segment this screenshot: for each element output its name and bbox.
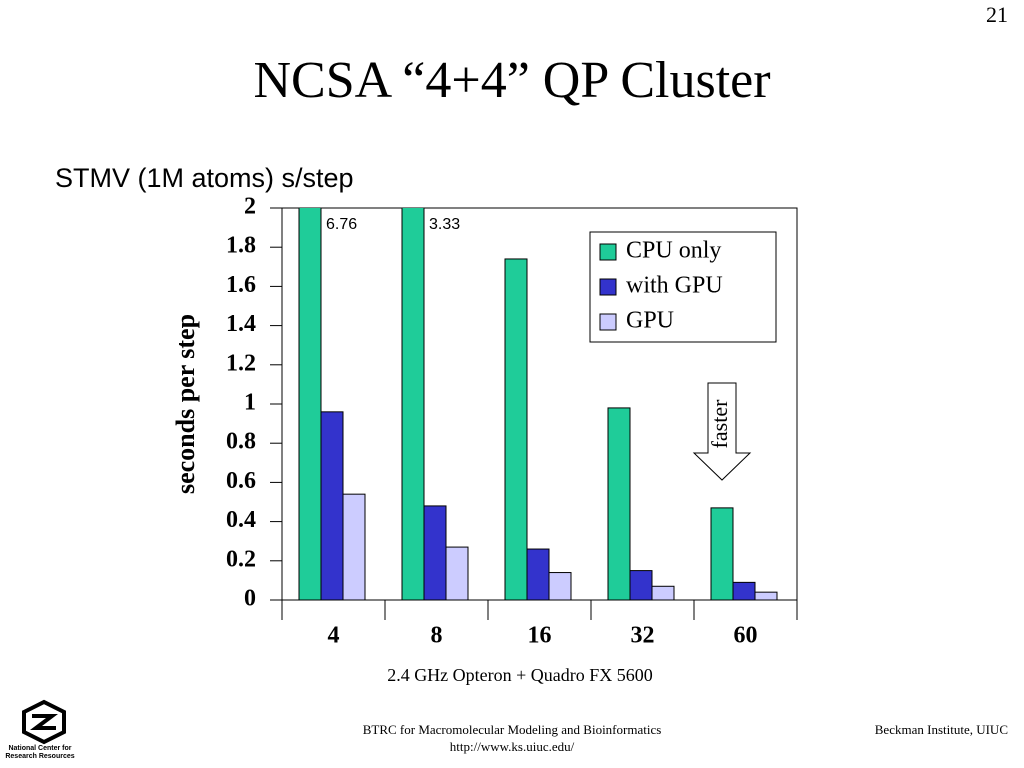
slide-title: NCSA “4+4” QP Cluster — [253, 52, 770, 109]
bar — [754, 591, 778, 601]
arrow-label: faster — [707, 399, 732, 449]
footer-text: BTRC for Macromolecular Modeling and Bio… — [363, 722, 662, 737]
footer-right: Beckman Institute, UIUC — [875, 722, 1008, 737]
x-tick-label: 4 — [328, 623, 340, 649]
y-tick-label: 2 — [244, 194, 256, 220]
x-tick-label: 16 — [528, 623, 552, 649]
y-tick-label: 0.6 — [226, 468, 256, 494]
bar — [401, 208, 425, 601]
bar — [320, 411, 344, 601]
x-axis-label: 2.4 GHz Opteron + Quadro FX 5600 — [387, 665, 653, 685]
y-tick-label: 0 — [244, 586, 256, 612]
x-tick-label: 8 — [431, 623, 443, 649]
bar — [342, 493, 366, 601]
bar — [445, 546, 469, 601]
faster-arrow — [692, 382, 752, 481]
logo — [22, 699, 66, 745]
y-tick-label: 1.4 — [226, 311, 256, 337]
bar — [298, 208, 322, 601]
y-axis-label: seconds per step — [171, 314, 200, 494]
logo-text: Research Resources — [5, 753, 74, 760]
slide-number: 21 — [986, 2, 1008, 27]
legend-label: GPU — [626, 308, 674, 334]
bar — [548, 572, 572, 601]
data-label: 3.33 — [429, 216, 460, 233]
legend-box — [589, 231, 777, 343]
bar — [651, 585, 675, 601]
y-tick-label: 0.8 — [226, 429, 256, 455]
legend-swatch — [599, 278, 617, 296]
y-tick-label: 0.4 — [226, 507, 256, 533]
x-tick-label: 32 — [631, 623, 655, 649]
data-label: 6.76 — [326, 216, 357, 233]
footer-url: http://www.ks.uiuc.edu/ — [450, 739, 575, 754]
bar — [607, 407, 631, 601]
bar — [629, 570, 653, 601]
y-tick-label: 0.2 — [226, 546, 256, 572]
y-tick-label: 1 — [244, 390, 256, 416]
legend-label: with GPU — [626, 273, 723, 299]
y-tick-label: 1.6 — [226, 272, 256, 298]
logo-text: National Center for — [8, 745, 71, 752]
legend-swatch — [599, 313, 617, 331]
x-tick-label: 60 — [734, 623, 758, 649]
y-tick-label: 1.8 — [226, 233, 256, 259]
bar — [504, 258, 528, 601]
bar — [710, 507, 734, 601]
legend-swatch — [599, 243, 617, 261]
bar — [732, 581, 756, 601]
legend-label: CPU only — [626, 238, 721, 264]
subtitle: STMV (1M atoms) s/step — [55, 163, 354, 193]
bar — [526, 548, 550, 601]
y-tick-label: 1.2 — [226, 350, 256, 376]
bar — [423, 505, 447, 601]
bars — [298, 208, 778, 601]
